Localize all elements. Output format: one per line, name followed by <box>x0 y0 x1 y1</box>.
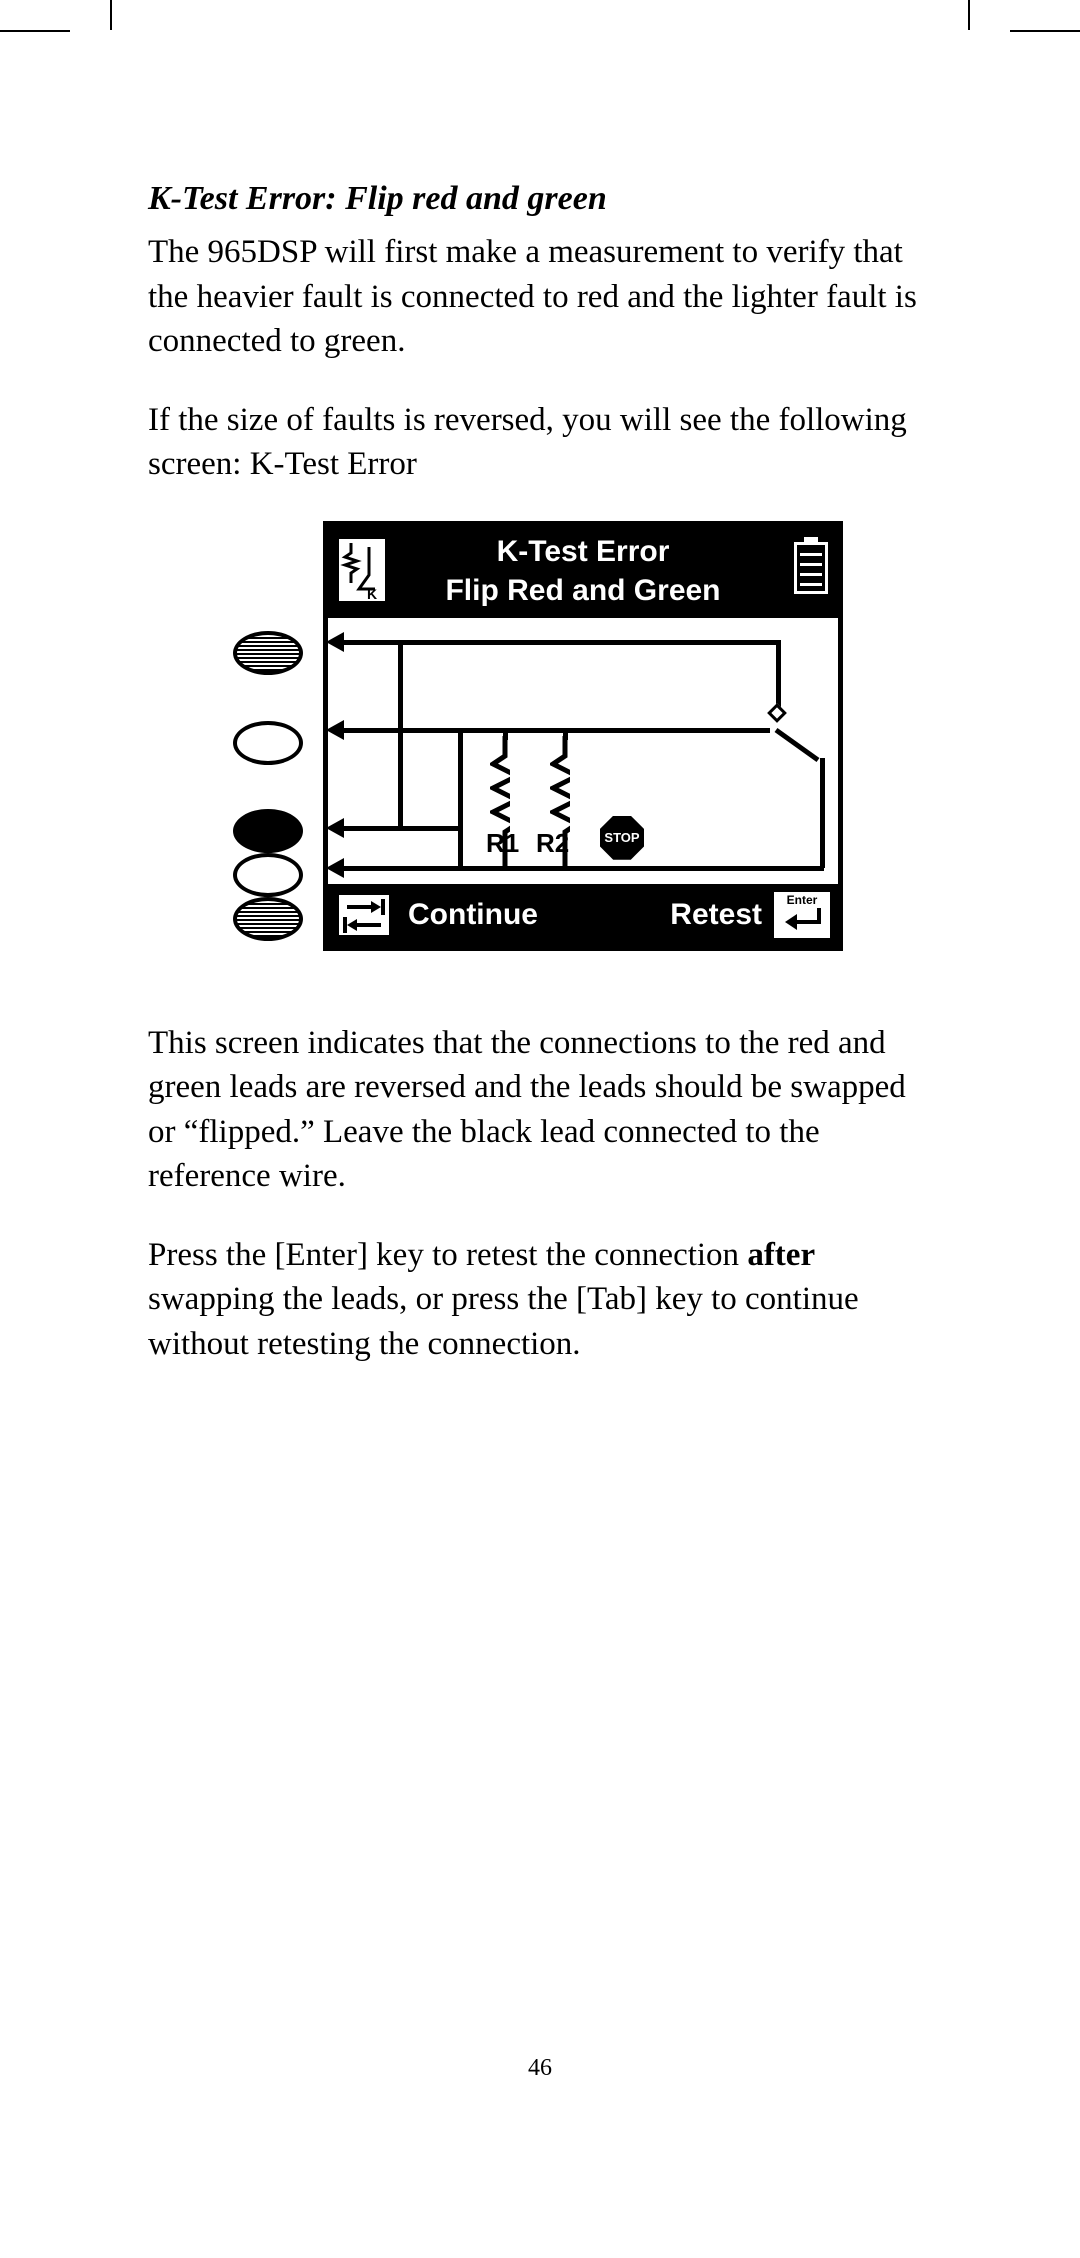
lead-green-icon <box>233 853 303 897</box>
section-heading: K-Test Error: Flip red and green <box>148 180 938 218</box>
k-test-icon: K <box>336 536 388 604</box>
continue-label: Continue <box>408 898 538 932</box>
lead-yellow-icon <box>233 721 303 765</box>
lcd-diagram: R1 R2 STOP <box>328 618 838 884</box>
paragraph-2: If the size of faults is reversed, you w… <box>148 398 938 487</box>
r1-label: R1 <box>486 828 519 859</box>
r2-label: R2 <box>536 828 569 859</box>
battery-icon <box>794 542 828 594</box>
lead-red-icon <box>233 631 303 675</box>
svg-text:K: K <box>367 586 377 601</box>
stop-icon: STOP <box>600 816 644 860</box>
device-figure: K K-Test Error Flip Red and Green <box>148 521 938 961</box>
paragraph-3: This screen indicates that the connectio… <box>148 1021 938 1199</box>
crop-marks <box>0 0 1080 60</box>
lcd-title-1: K-Test Error <box>328 532 838 571</box>
enter-key-icon: Enter <box>772 890 832 940</box>
paragraph-4: Press the [Enter] key to retest the conn… <box>148 1233 938 1367</box>
lcd-title-2: Flip Red and Green <box>328 571 838 610</box>
paragraph-1: The 965DSP will first make a measurement… <box>148 230 938 364</box>
page-content: K-Test Error: Flip red and green The 965… <box>148 180 938 1401</box>
lcd-screen: K K-Test Error Flip Red and Green <box>323 521 843 951</box>
lead-black-icon <box>233 809 303 853</box>
page-number: 46 <box>0 2055 1080 2082</box>
lcd-footer: Continue Retest Enter <box>328 884 838 946</box>
retest-label: Retest <box>670 898 762 932</box>
lead-blue-icon <box>233 897 303 941</box>
tab-key-icon <box>336 892 392 938</box>
lcd-header: K K-Test Error Flip Red and Green <box>328 526 838 618</box>
